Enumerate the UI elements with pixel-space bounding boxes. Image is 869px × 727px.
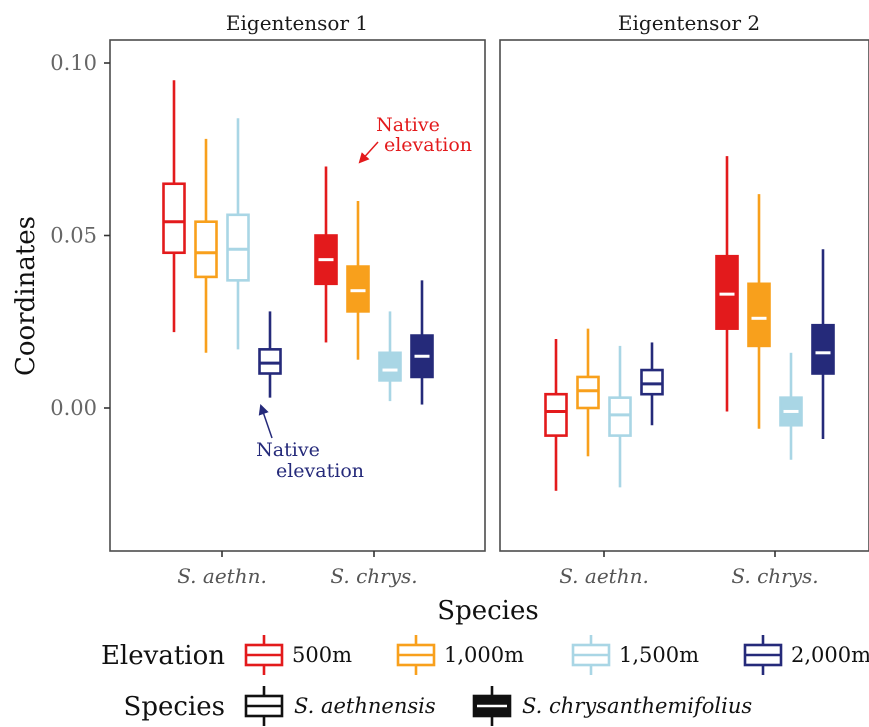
boxplots [162, 80, 835, 491]
y-axis: 0.00 0.05 0.10 [50, 51, 110, 420]
box [226, 213, 250, 282]
boxplot-1-1-1 [747, 194, 771, 429]
boxplot-0-0-1 [194, 138, 218, 353]
box [194, 220, 218, 279]
annotation-line: Native [256, 439, 320, 461]
legend-label-2,000m: 2,000m [791, 643, 869, 667]
legend-title-elevation: Elevation [101, 641, 225, 671]
boxplot-0-1-3 [410, 280, 434, 405]
legend-key-500m [244, 635, 284, 675]
annotation-native-elevation-navy: Native elevation [256, 439, 364, 482]
box [640, 368, 664, 396]
x-axis-title: Species [437, 596, 538, 626]
legend-title-species: Species [124, 692, 225, 722]
legend-key-2,000m [743, 635, 783, 675]
boxplot-1-1-0 [715, 156, 739, 412]
boxplot-1-0-3 [640, 342, 664, 426]
panel-frame-1 [109, 39, 486, 552]
boxplot-0-0-0 [162, 80, 186, 333]
box [346, 265, 370, 313]
legend-label-500m: 500m [292, 643, 352, 667]
boxplot-1-1-2 [779, 352, 803, 460]
box [162, 182, 186, 255]
box [378, 351, 402, 382]
panel-frame-2 [499, 39, 869, 552]
annotation-native-elevation-red: Native elevation [376, 114, 472, 156]
boxplot-0-0-2 [226, 118, 250, 350]
legend-key-1,000m [396, 635, 436, 675]
y-tick-label: 0.10 [50, 51, 97, 75]
box [715, 254, 739, 330]
x-tick-label: S. chrys. [330, 564, 417, 588]
box [811, 323, 835, 375]
box [747, 282, 771, 348]
x-axis: S. aethn. S. chrys. S. aethn. S. chrys. [177, 551, 819, 588]
legend-key-1,500m [571, 635, 611, 675]
panel-title-1: Eigentensor 1 [226, 11, 368, 35]
annotation-line: Native [376, 114, 440, 136]
box [258, 348, 282, 375]
boxplot-1-0-0 [544, 339, 568, 491]
box [576, 375, 600, 410]
box [544, 392, 568, 437]
y-tick-label: 0.00 [50, 396, 97, 420]
boxplot-0-1-1 [346, 201, 370, 360]
annotation-line: elevation [384, 134, 472, 156]
x-tick-label: S. aethn. [177, 564, 267, 588]
boxplot-0-0-3 [258, 311, 282, 398]
boxplot-1-1-3 [811, 249, 835, 440]
legend-key-species-1 [472, 686, 512, 726]
legend: Elevation 500m 1,000m 1,500m 2,000m Species S.… [101, 635, 869, 726]
boxplot-1-0-1 [576, 328, 600, 457]
legend-key-species-0 [244, 686, 284, 726]
box [608, 396, 632, 437]
legend-label-1,500m: 1,500m [619, 643, 699, 667]
x-tick-label: S. aethn. [559, 564, 649, 588]
legend-label-species-0: S. aethnensis [294, 694, 436, 718]
boxplot-0-1-2 [378, 311, 402, 402]
panel-title-2: Eigentensor 2 [618, 11, 760, 35]
y-tick-label: 0.05 [50, 224, 97, 248]
y-axis-title: Coordinates [11, 216, 41, 376]
legend-label-1,000m: 1,000m [444, 643, 524, 667]
annotation-arrow-red [358, 141, 379, 164]
legend-label-species-1: S. chrysanthemifolius [522, 694, 752, 718]
annotation-arrow-navy [258, 404, 273, 439]
boxplot-0-1-0 [314, 166, 338, 343]
boxplot-1-0-2 [608, 345, 632, 488]
x-tick-label: S. chrys. [731, 564, 818, 588]
annotation-line: elevation [276, 460, 364, 482]
